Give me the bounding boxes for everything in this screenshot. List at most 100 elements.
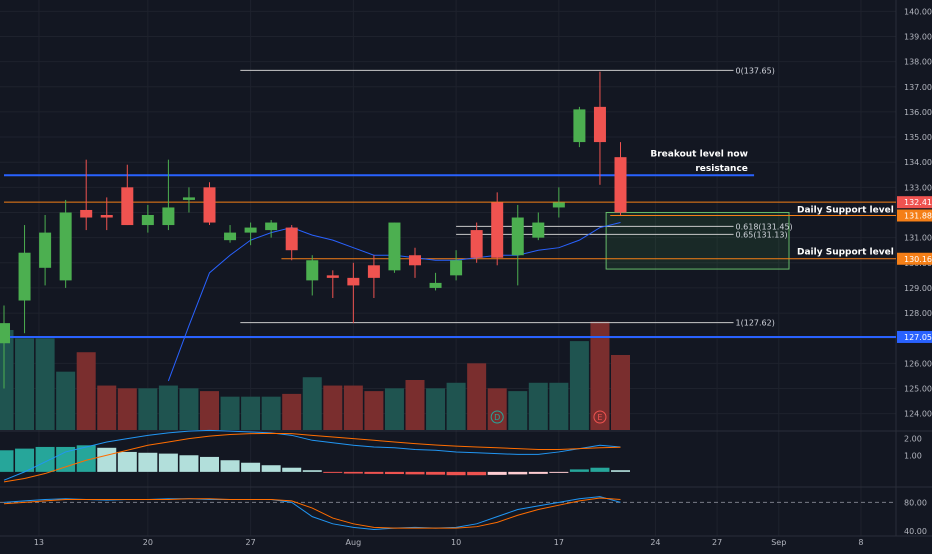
volume-bar [590,321,610,430]
volume-bar [426,388,446,430]
price-tick-label: 131.00 [904,234,932,243]
macd-line [3,429,621,481]
volume-bar [343,385,363,430]
fib-label: 0.65(131.13) [736,230,788,239]
price-label-box [897,330,932,343]
event-marker-circle [490,410,504,424]
volume-bar [384,388,404,430]
support-zone [605,211,790,270]
stoch-tick-label: 80.00 [904,498,927,507]
volume-bar [158,385,178,430]
time-tick-label: Aug [346,538,362,547]
event-marker-circle [593,410,607,424]
time-tick-label: 27 [246,538,256,547]
volume-bar [302,377,322,430]
time-tick-label: 17 [554,538,564,547]
macd-histogram-bar [302,470,322,472]
price-tick-label: 128.00 [904,309,932,318]
stoch-k-line [3,496,621,531]
volume-bar [364,391,384,430]
macd-signal-line [3,432,621,483]
macd-tick-label: 1.00 [904,451,922,460]
candle-body [244,227,257,233]
macd-histogram-bar [138,452,158,472]
volume-bar [15,338,35,430]
price-tick-label: 136.00 [904,108,932,117]
price-label-text: 131.88 [904,212,932,221]
candle-body [573,109,586,143]
price-tick-label: 134.00 [904,158,932,167]
annotations[interactable]: Breakout level now resistance Daily Suppor… [650,149,893,257]
candle-body [593,106,606,143]
candle-body [121,187,134,226]
candle-body [285,227,298,251]
macd-histogram-bar [282,467,302,472]
time-tick-label: 20 [143,538,153,547]
volume-bar [323,385,343,430]
price-label-text: 130.16 [904,255,932,264]
price-tick-label: 129.00 [904,284,932,293]
volume-bar [35,338,55,430]
candle-body [552,202,565,208]
macd-histogram-bar [528,471,548,474]
candle-body [409,255,421,266]
macd-histogram-bar [487,471,507,475]
event-marker-label: D [494,413,500,422]
macd-histogram-bar [117,451,137,472]
horizontal-levels[interactable] [4,174,896,338]
volume-bar [508,391,528,430]
volume-bar [528,382,548,430]
macd-histogram-bar [569,469,589,472]
candle-body [203,187,216,223]
stoch-tick-label: 40.00 [904,527,927,536]
macd-histogram-bar [384,471,404,475]
candle-body [429,282,442,288]
volume-bar [446,382,466,430]
macd-histogram-bar [364,471,384,474]
volume-bar [97,385,117,430]
candle-body [491,202,504,258]
volume-bar [200,391,219,430]
volume-bar [241,396,261,430]
macd-histogram-bar [405,471,425,475]
candle-body [265,222,278,231]
candle-body [0,323,10,344]
volume-bar [56,371,76,430]
candle-body [224,232,237,241]
volume-bar [611,355,630,430]
price-tick-label: 133.00 [904,183,932,192]
macd-histogram-bar [200,456,219,472]
macd-tick-label: 2.00 [904,435,922,444]
candle-body [141,215,154,226]
fib-label: 1(127.62) [736,319,775,328]
candle-body [367,265,380,278]
volume-bar [261,396,281,430]
annotation-label: resistance [695,164,748,174]
candle-body [162,207,175,226]
price-label-box [897,209,932,222]
macd-histogram-bar [97,447,117,472]
price-tick-label: 139.00 [904,32,932,41]
time-tick-label: 24 [650,538,660,547]
candle-body [326,275,339,278]
macd-histogram-bar [158,453,178,472]
price-tick-label: 137.00 [904,83,932,92]
time-tick-label: 8 [858,538,863,547]
price-tick-label: 140.00 [904,7,932,16]
candle-body [388,222,401,271]
price-tick-label: 138.00 [904,58,932,67]
volume-bar [179,388,199,430]
price-labels: 132.41 131.88 130.16 127.05 [897,196,932,343]
price-tick-label: 125.00 [904,385,932,394]
volume-bar [76,352,96,430]
event-marker-label: E [597,413,602,422]
volume-bar [138,388,158,430]
candle-body [532,222,545,238]
macd-histogram-bar [508,471,528,475]
macd-histogram-bar [323,471,343,473]
candle-body [80,209,93,218]
candle-body [59,212,72,281]
macd-histogram-bar [467,471,487,476]
